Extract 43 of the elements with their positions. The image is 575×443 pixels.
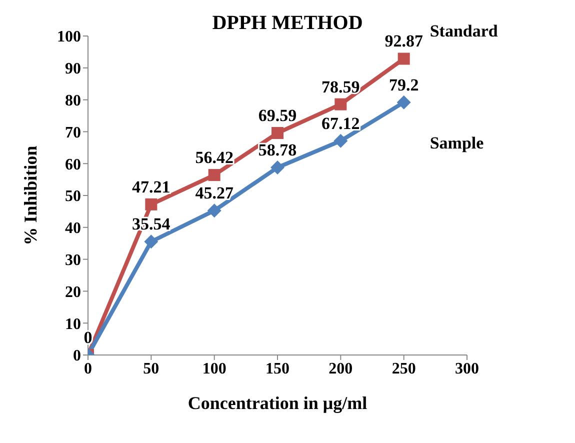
point (207, 204, 222, 218)
text: Sample (430, 133, 484, 152)
point (272, 127, 284, 140)
y-axis-title: % Inhibition (20, 146, 40, 246)
y-tick-label: 60 (65, 156, 81, 174)
y-tick-label: 20 (65, 284, 81, 301)
y-tick-label: 80 (65, 92, 81, 110)
point (208, 169, 220, 182)
data-label: 69.59 (258, 106, 297, 126)
x-tick-label: 300 (455, 360, 479, 378)
data-label: 79.2 (388, 75, 419, 94)
point (270, 160, 284, 174)
data-label: 47.21 (132, 177, 170, 196)
data-label: 92.87 (384, 32, 424, 51)
y-tick-label: 10 (65, 316, 81, 333)
point (396, 95, 411, 110)
data-label: 67.12 (322, 114, 360, 133)
data-label: 45.27 (195, 184, 234, 203)
series-label: Standard (430, 22, 498, 41)
y-tick-label: 40 (65, 220, 81, 238)
data-label: 0 (84, 328, 92, 347)
point (398, 52, 410, 65)
data-label: 58.78 (258, 140, 297, 160)
data-label: 78.59 (322, 77, 360, 96)
data-label: 56.42 (195, 148, 234, 168)
x-tick-label: 150 (266, 360, 290, 378)
y-tick-label: 50 (65, 188, 81, 206)
x-tick-label: 100 (202, 360, 226, 378)
y-tick-label: 90 (65, 60, 81, 78)
x-tick-label: 50 (143, 360, 160, 378)
y-tick-label: 100 (57, 28, 81, 46)
x-tick-label: 250 (392, 360, 416, 378)
y-tick-label: 0 (73, 348, 81, 365)
point (144, 234, 158, 249)
y-tick-label: 70 (65, 124, 81, 142)
y-tick-label: 30 (65, 252, 81, 269)
x-tick-label: 200 (328, 360, 353, 378)
point (334, 98, 347, 110)
chart-title: DPPH METHOD (212, 12, 363, 34)
point (334, 134, 348, 148)
x-axis-title: Concentration in μg/ml (188, 393, 368, 413)
point (145, 198, 158, 210)
x-tick-label: 0 (84, 360, 92, 378)
